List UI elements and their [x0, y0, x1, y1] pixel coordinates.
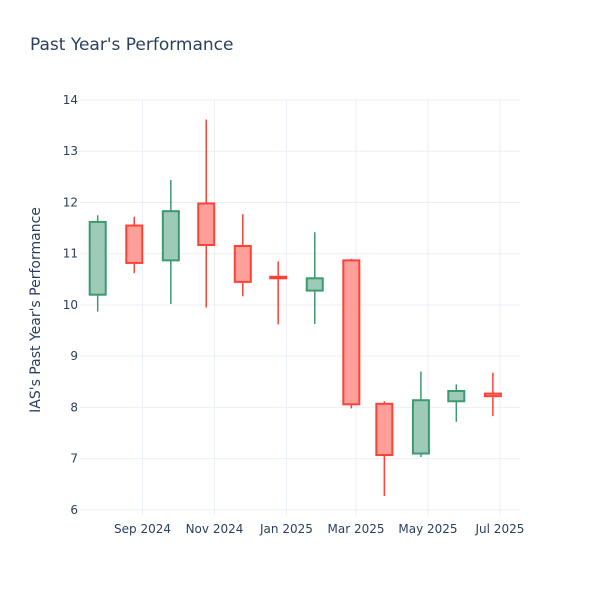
- candle-body: [125, 224, 144, 264]
- y-tick-label: 9: [70, 349, 78, 363]
- candle: [447, 384, 466, 422]
- candles: [88, 119, 502, 497]
- candle-body: [447, 390, 466, 403]
- grid-lines: [80, 99, 520, 515]
- y-tick-label: 12: [63, 195, 78, 209]
- candle: [483, 372, 502, 417]
- y-tick-label: 10: [63, 298, 78, 312]
- candle-body: [88, 220, 107, 296]
- candle-body: [233, 245, 252, 283]
- candle-body: [269, 275, 288, 280]
- y-axis-label: IAS's Past Year's Performance: [28, 207, 44, 413]
- candle-body: [161, 210, 180, 262]
- candle-body: [411, 399, 430, 455]
- candle: [411, 371, 430, 458]
- candle-body: [305, 277, 324, 292]
- candle: [375, 401, 394, 497]
- y-tick-label: 13: [63, 144, 78, 158]
- x-tick-label: Mar 2025: [328, 522, 385, 536]
- chart-title: Past Year's Performance: [30, 35, 234, 55]
- x-axis-ticks: Sep 2024 Nov 2024 Jan 2025 Mar 2025 May 2025…: [114, 522, 524, 536]
- y-tick-label: 7: [70, 452, 78, 466]
- x-tick-label: May 2025: [398, 522, 457, 536]
- y-tick-label: 8: [70, 400, 78, 414]
- candle: [125, 216, 144, 274]
- x-tick-label: Nov 2024: [186, 522, 244, 536]
- candle: [88, 215, 107, 312]
- candle: [161, 179, 180, 304]
- y-tick-label: 11: [63, 247, 78, 261]
- x-tick-label: Jan 2025: [259, 522, 313, 536]
- candle-body: [483, 392, 502, 398]
- candle-body: [375, 402, 394, 457]
- y-tick-label: 6: [70, 503, 78, 517]
- candle: [342, 258, 361, 409]
- candle-body: [342, 259, 361, 406]
- candle: [233, 214, 252, 297]
- x-tick-label: Jul 2025: [475, 522, 525, 536]
- x-tick-label: Sep 2024: [114, 522, 171, 536]
- y-tick-label: 14: [63, 93, 78, 107]
- candle: [197, 119, 216, 308]
- y-axis-ticks: 6 7 8 9 10 11 12 13 14: [63, 93, 78, 517]
- candle: [305, 232, 324, 324]
- candle-body: [197, 202, 216, 246]
- candle: [269, 261, 288, 325]
